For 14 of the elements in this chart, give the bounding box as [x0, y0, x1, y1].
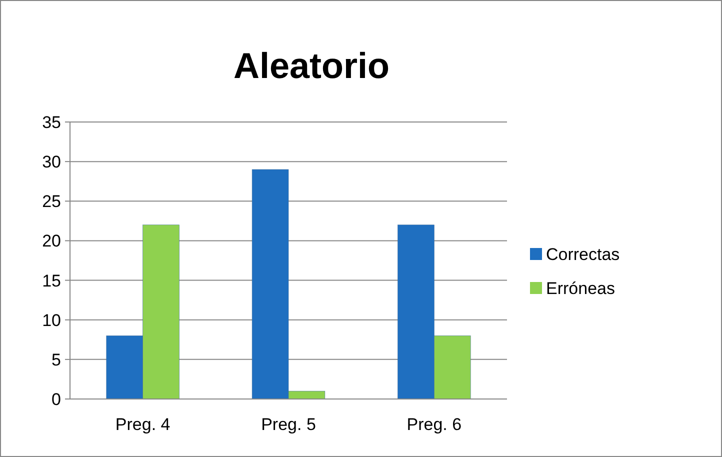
- legend-label: Correctas: [546, 245, 620, 264]
- y-tick-label: 35: [42, 113, 61, 132]
- y-tick-label: 15: [42, 271, 61, 290]
- y-tick-label: 20: [42, 232, 61, 251]
- y-tick-label: 5: [52, 350, 61, 370]
- x-tick-label: Preg. 4: [115, 415, 170, 434]
- legend-label: Erróneas: [546, 279, 615, 298]
- chart-title: Aleatorio: [233, 45, 390, 86]
- y-tick-label: 25: [42, 192, 61, 212]
- y-tick-label: 0: [52, 390, 61, 409]
- x-tick-label: Preg. 6: [406, 415, 462, 434]
- x-tick-label: Preg. 5: [261, 415, 316, 434]
- y-tick-label: 10: [42, 310, 61, 330]
- y-tick-label: 30: [42, 152, 61, 172]
